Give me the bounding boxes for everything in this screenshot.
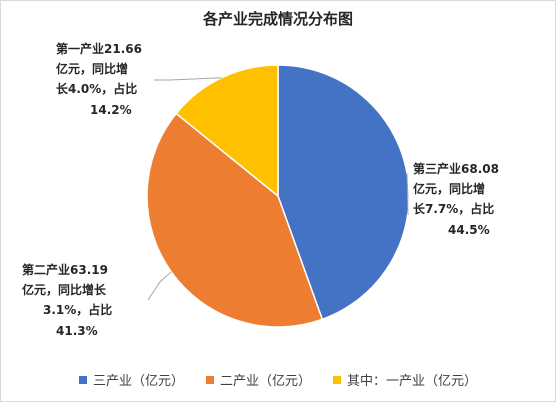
legend-item-primary: 其中：一产业（亿元） — [333, 370, 477, 389]
leader-lines — [147, 77, 409, 301]
legend-swatch — [205, 375, 214, 384]
data-label-secondary: 第二产业63.19 亿元，同比增长 3.1%，占比 41.3% — [22, 262, 116, 338]
legend-label: 其中：一产业（亿元） — [347, 374, 478, 389]
pie-slice-primary — [175, 64, 279, 198]
leader-line-secondary — [147, 271, 172, 301]
chart-title: 各产业完成情况分布图 — [202, 10, 353, 28]
legend-swatch — [333, 375, 341, 384]
pie-slice-secondary — [146, 112, 324, 328]
leader-line-primary — [154, 77, 222, 81]
data-label-primary: 第一产业21.66 亿元，同比增 长4.0%，占比 14.2% — [56, 41, 146, 117]
legend-item-secondary: 二产业（亿元） — [205, 370, 311, 389]
legend-label: 二产业（亿元） — [219, 374, 311, 389]
legend: 三产业（亿元） 二产业（亿元） 其中：一产业（亿元） — [0, 370, 556, 389]
legend-swatch — [78, 375, 87, 384]
legend-label: 三产业（亿元） — [92, 374, 184, 389]
leader-line-tertiary — [406, 173, 409, 216]
data-label-tertiary: 第三产业68.08 亿元，同比增 长7.7%，占比 44.5% — [413, 161, 503, 237]
legend-item-tertiary: 三产业（亿元） — [78, 370, 184, 389]
pie-slices — [146, 64, 410, 328]
